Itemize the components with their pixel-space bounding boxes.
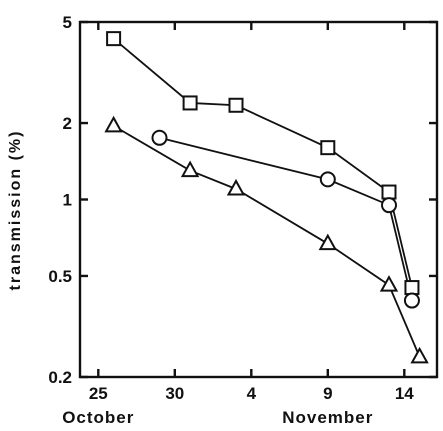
square-marker [381, 184, 397, 200]
month-label: November [282, 408, 373, 427]
month-label: October [62, 408, 134, 427]
triangle-marker [379, 275, 399, 292]
triangle-marker [180, 160, 200, 178]
square-marker [320, 140, 336, 156]
circle-marker [319, 171, 336, 188]
triangle-marker [410, 346, 429, 364]
circle-marker [403, 292, 420, 309]
x-axis: 25 30 4 9 14 October November [62, 22, 414, 427]
square-marker [404, 280, 420, 296]
x-tick-label: 4 [247, 384, 257, 403]
y-axis: 5 2 1 0.5 0.2 [48, 13, 437, 387]
square-marker [182, 95, 198, 111]
circle-series-line [159, 136, 413, 301]
triangle-marker [104, 115, 123, 133]
triangle-series-line [113, 125, 421, 358]
x-tick-label: 30 [165, 384, 184, 403]
x-tick-label: 25 [89, 384, 108, 403]
y-tick-label: 1 [63, 191, 72, 210]
circle-marker [151, 129, 168, 146]
square-marker [106, 31, 122, 47]
y-tick-label: 0.2 [48, 368, 72, 387]
y-tick-label: 2 [63, 114, 72, 133]
series-layer [104, 31, 429, 364]
circle-marker [381, 197, 397, 214]
y-tick-label: 5 [63, 13, 72, 32]
triangle-marker [318, 233, 337, 251]
square-marker [228, 97, 244, 113]
x-tick-label: 9 [323, 384, 332, 403]
y-axis-title: transmission (%) [7, 130, 24, 291]
x-tick-label: 14 [395, 384, 414, 403]
triangle-marker [226, 178, 246, 196]
y-tick-label: 0.5 [48, 267, 72, 286]
